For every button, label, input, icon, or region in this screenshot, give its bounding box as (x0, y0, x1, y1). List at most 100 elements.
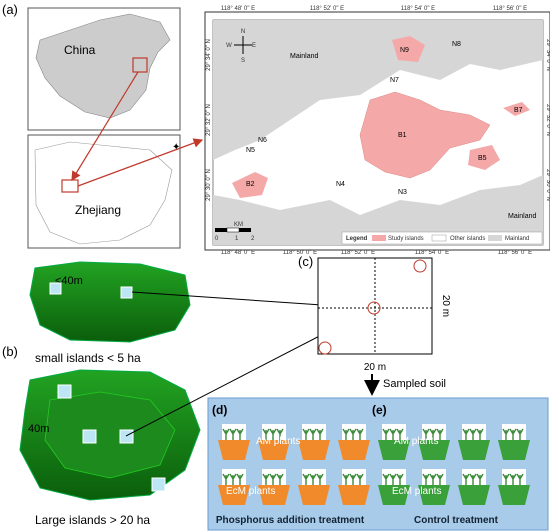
seedling (476, 428, 484, 440)
plot-square (119, 429, 134, 444)
seedling (516, 428, 524, 440)
pot (338, 485, 370, 505)
seedling (509, 473, 517, 485)
caption: Control treatment (414, 515, 499, 526)
map-tick-label: 118° 48' 0" E (221, 250, 255, 256)
pot (218, 485, 250, 505)
plot-square (49, 282, 62, 295)
seedling (436, 473, 444, 485)
sample-point (318, 341, 332, 355)
compass (234, 36, 252, 54)
scale-label: KM (234, 222, 243, 228)
pot (298, 440, 330, 460)
mainland (213, 20, 543, 160)
caption: small islands < 5 ha (35, 351, 141, 365)
seedling (262, 428, 270, 440)
place-label: N5 (246, 147, 255, 154)
pot (378, 485, 410, 505)
seedling (269, 473, 277, 485)
map-tick-label: 118° 52' 0" E (341, 250, 375, 256)
seedling (276, 473, 284, 485)
map-tick-label: 29° 30' 0" N (206, 169, 212, 201)
pot (498, 485, 530, 505)
place-label: B1 (398, 132, 407, 139)
plot-square (151, 477, 166, 492)
seedling (236, 473, 244, 485)
dimension-label: 20 m (440, 295, 451, 317)
experiment-box (207, 397, 549, 531)
seedling (429, 473, 437, 485)
panel-label: (b) (2, 344, 18, 359)
seedling (229, 428, 237, 440)
pot (458, 485, 490, 505)
place-label: Mainland (508, 213, 537, 220)
seedling (356, 428, 364, 440)
scale-bar (239, 228, 251, 232)
pot (418, 485, 450, 505)
seedling (269, 428, 277, 440)
seedling (389, 428, 397, 440)
legend-swatch (372, 235, 386, 241)
seedling (502, 428, 510, 440)
map-tick-label: 29° 34' 0" N (206, 39, 212, 71)
seedling (309, 473, 317, 485)
study-island (503, 102, 530, 116)
small-island (29, 261, 191, 343)
seedling (316, 473, 324, 485)
seedling (276, 428, 284, 440)
map-tick-label: 118° 56' 0" E (493, 6, 527, 12)
panel-label: (a) (2, 2, 18, 17)
plant-label: EcM plants (226, 486, 275, 497)
north-arrow: ✦ (172, 142, 180, 153)
zhejiang-label: Zhejiang (75, 203, 121, 217)
plant-label: AM plants (394, 436, 438, 447)
seedling (429, 428, 437, 440)
plot-square (120, 286, 133, 299)
sample-point (367, 301, 381, 315)
seedling (342, 428, 350, 440)
map-tick-label: 118° 54' 0" E (415, 250, 449, 256)
study-island (392, 36, 425, 62)
seedling (349, 428, 357, 440)
plant-label: AM plants (256, 436, 300, 447)
pot (218, 440, 250, 460)
map-tick-label: 118° 48' 0" E (221, 6, 255, 12)
caption: Phosphorus addition treatment (216, 515, 365, 526)
map-tick-label: 29° 34' 0" N (545, 39, 550, 71)
compass-label: S (241, 58, 245, 64)
seedling (462, 428, 470, 440)
china-map (35, 13, 171, 119)
panel-label: (c) (298, 254, 313, 269)
pot (378, 440, 410, 460)
seedling (396, 473, 404, 485)
place-label: N6 (258, 137, 267, 144)
seedling (396, 428, 404, 440)
seedling (309, 428, 317, 440)
highlight-box (132, 57, 148, 73)
seedling (436, 428, 444, 440)
pot (258, 440, 290, 460)
pot (458, 440, 490, 460)
place-label: N3 (398, 189, 407, 196)
seedling (382, 428, 390, 440)
place-label: B2 (246, 181, 255, 188)
place-label: Mainland (290, 53, 319, 60)
pot (298, 485, 330, 505)
legend-swatch (431, 234, 447, 242)
pot (258, 485, 290, 505)
seedling (469, 428, 477, 440)
map-tick-label: 118° 52' 0" E (310, 6, 344, 12)
seedling (462, 473, 470, 485)
seedling (316, 428, 324, 440)
pot (338, 440, 370, 460)
depth-label: <40m (55, 275, 83, 287)
place-label: N8 (452, 41, 461, 48)
panel-label: (e) (372, 403, 387, 417)
compass-label: W (226, 43, 232, 49)
china-label: China (64, 43, 96, 57)
mainland (213, 175, 543, 245)
study-island (359, 91, 491, 179)
seedling (302, 428, 310, 440)
plot-square (57, 384, 72, 399)
legend-item: Study islands (388, 236, 424, 242)
